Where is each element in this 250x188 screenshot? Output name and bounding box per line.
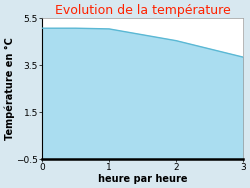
Title: Evolution de la température: Evolution de la température — [55, 4, 231, 17]
Y-axis label: Température en °C: Température en °C — [4, 37, 15, 140]
X-axis label: heure par heure: heure par heure — [98, 174, 187, 184]
